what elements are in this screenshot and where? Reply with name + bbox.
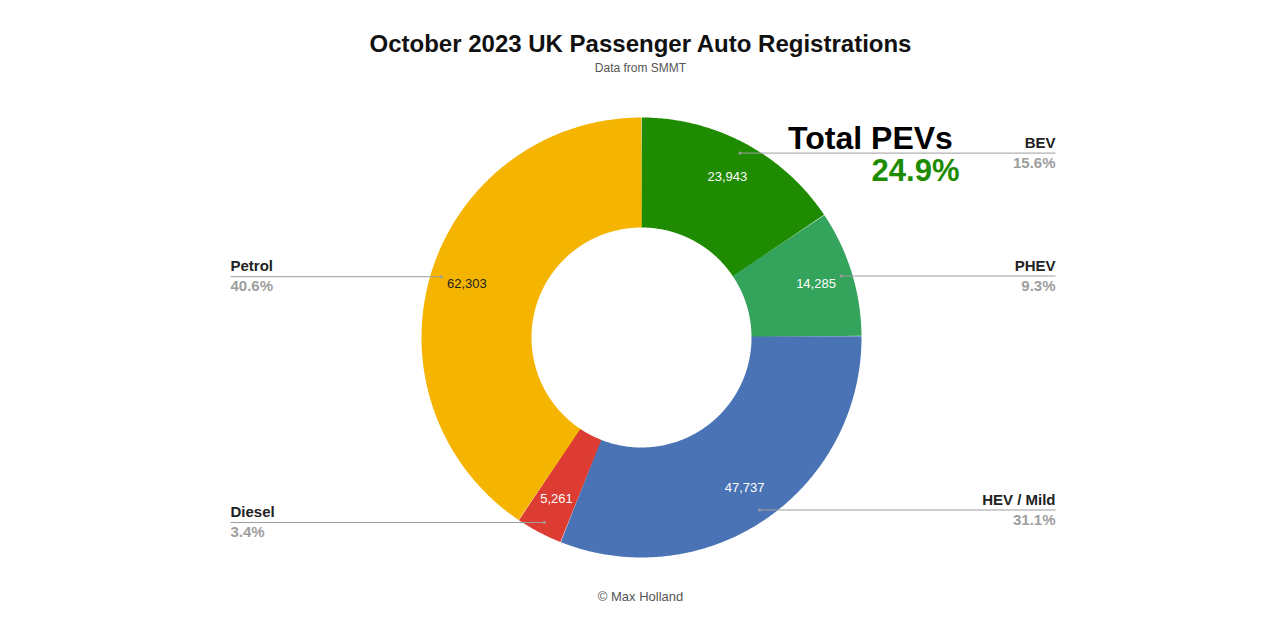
svg-text:62,303: 62,303 — [447, 276, 487, 291]
svg-text:15.6%: 15.6% — [1013, 154, 1056, 171]
svg-text:PHEV: PHEV — [1015, 257, 1056, 274]
svg-text:© Max Holland: © Max Holland — [598, 589, 683, 604]
svg-text:Data from SMMT: Data from SMMT — [595, 61, 687, 75]
svg-text:23,943: 23,943 — [708, 169, 748, 184]
svg-text:Petrol: Petrol — [231, 257, 274, 274]
svg-text:9.3%: 9.3% — [1021, 277, 1055, 294]
svg-text:HEV / Mild: HEV / Mild — [982, 491, 1055, 508]
svg-text:Diesel: Diesel — [231, 503, 275, 520]
svg-text:14,285: 14,285 — [796, 276, 836, 291]
svg-text:24.9%: 24.9% — [872, 153, 960, 188]
svg-text:3.4%: 3.4% — [231, 523, 265, 540]
svg-text:BEV: BEV — [1025, 134, 1056, 151]
svg-text:5,261: 5,261 — [540, 491, 573, 506]
svg-text:October 2023 UK Passenger Auto: October 2023 UK Passenger Auto Registrat… — [370, 30, 912, 57]
svg-text:Total PEVs: Total PEVs — [788, 120, 953, 156]
svg-text:40.6%: 40.6% — [231, 277, 274, 294]
svg-text:31.1%: 31.1% — [1013, 511, 1056, 528]
svg-text:47,737: 47,737 — [725, 480, 765, 495]
